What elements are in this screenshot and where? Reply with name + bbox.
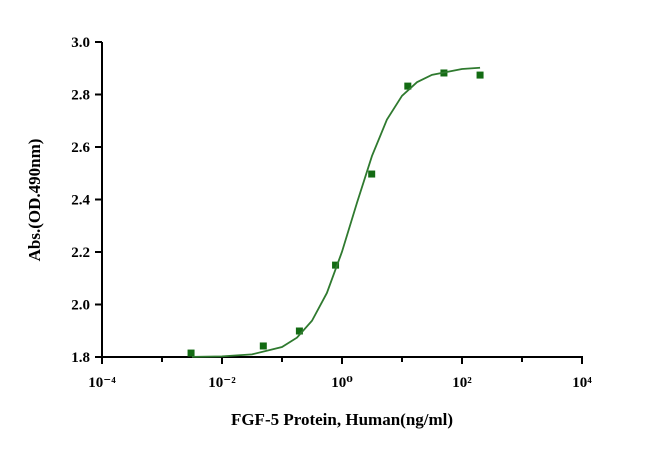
data-point bbox=[332, 261, 340, 269]
x-axis-label: FGF-5 Protein, Human(ng/ml) bbox=[231, 410, 453, 429]
x-tick-label: 10⁴ bbox=[572, 375, 592, 391]
x-tick-label: 10⁻² bbox=[208, 375, 236, 391]
x-tick-label: 10² bbox=[452, 375, 472, 391]
data-point bbox=[259, 342, 267, 350]
y-tick-label: 2.2 bbox=[71, 245, 90, 261]
y-tick-label: 2.6 bbox=[71, 140, 90, 156]
y-tick-label: 3.0 bbox=[71, 35, 90, 51]
data-point bbox=[187, 349, 195, 357]
y-tick-label: 2.0 bbox=[71, 298, 90, 314]
y-tick-label: 2.8 bbox=[71, 88, 90, 104]
data-point bbox=[404, 82, 412, 90]
data-point bbox=[368, 170, 376, 178]
y-tick-label: 2.4 bbox=[71, 193, 90, 209]
fit-curve bbox=[191, 66, 481, 358]
data-point bbox=[476, 71, 484, 79]
x-tick-label: 10⁰ bbox=[331, 375, 353, 391]
data-point bbox=[295, 327, 303, 335]
y-axis-label: Abs.(OD.490nm) bbox=[25, 139, 44, 262]
x-tick-label: 10⁻⁴ bbox=[88, 375, 116, 391]
y-tick-label: 1.8 bbox=[71, 350, 90, 366]
